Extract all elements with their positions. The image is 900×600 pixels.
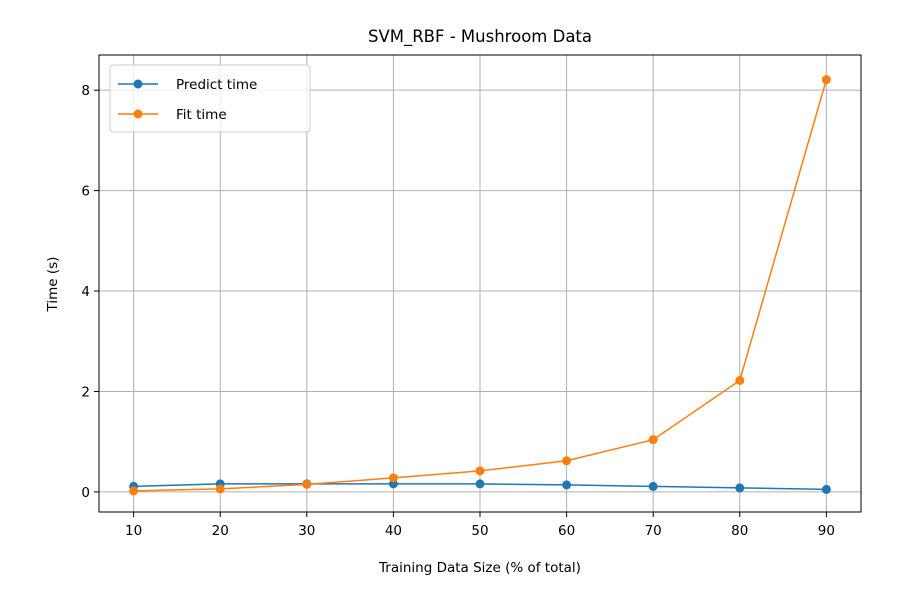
data-point xyxy=(215,484,225,494)
y-tick-label: 6 xyxy=(81,184,90,200)
legend-marker xyxy=(133,109,143,119)
x-axis-label: Training Data Size (% of total) xyxy=(378,560,581,576)
data-point xyxy=(562,480,572,490)
data-point xyxy=(735,375,745,385)
data-point xyxy=(129,486,139,496)
series-0 xyxy=(129,479,831,494)
legend-box xyxy=(109,64,311,133)
legend-marker xyxy=(133,79,143,89)
legend-label: Predict time xyxy=(176,77,257,93)
grid xyxy=(99,55,861,512)
y-tick-label: 4 xyxy=(81,284,90,300)
x-tick-label: 90 xyxy=(818,523,835,539)
y-tick-label: 2 xyxy=(81,384,90,400)
y-tick-label: 8 xyxy=(81,83,90,99)
data-point xyxy=(735,483,745,493)
x-tick-label: 40 xyxy=(385,523,402,539)
legend-label: Fit time xyxy=(176,107,227,123)
legend: Predict time Fit time xyxy=(109,64,311,133)
x-tick-label: 10 xyxy=(125,523,142,539)
x-tick-label: 80 xyxy=(731,523,748,539)
y-tick-label: 0 xyxy=(81,485,90,501)
ticks: 10 20 30 40 50 60 70 80 90 0 2 4 6 8 xyxy=(81,83,835,539)
data-point xyxy=(475,466,485,476)
x-tick-label: 30 xyxy=(298,523,315,539)
series-layer xyxy=(129,75,831,496)
data-point xyxy=(302,479,312,489)
y-axis-label: Time (s) xyxy=(45,257,61,313)
x-tick-label: 70 xyxy=(645,523,662,539)
series-1 xyxy=(129,75,831,496)
x-tick-label: 60 xyxy=(558,523,575,539)
chart-title: SVM_RBF - Mushroom Data xyxy=(368,27,592,47)
data-point xyxy=(475,479,485,489)
data-point xyxy=(648,435,658,445)
x-tick-label: 50 xyxy=(471,523,488,539)
data-point xyxy=(648,481,658,491)
data-point xyxy=(821,484,831,494)
data-point xyxy=(821,75,831,85)
data-point xyxy=(562,456,572,466)
x-tick-label: 20 xyxy=(212,523,229,539)
data-point xyxy=(388,473,398,483)
